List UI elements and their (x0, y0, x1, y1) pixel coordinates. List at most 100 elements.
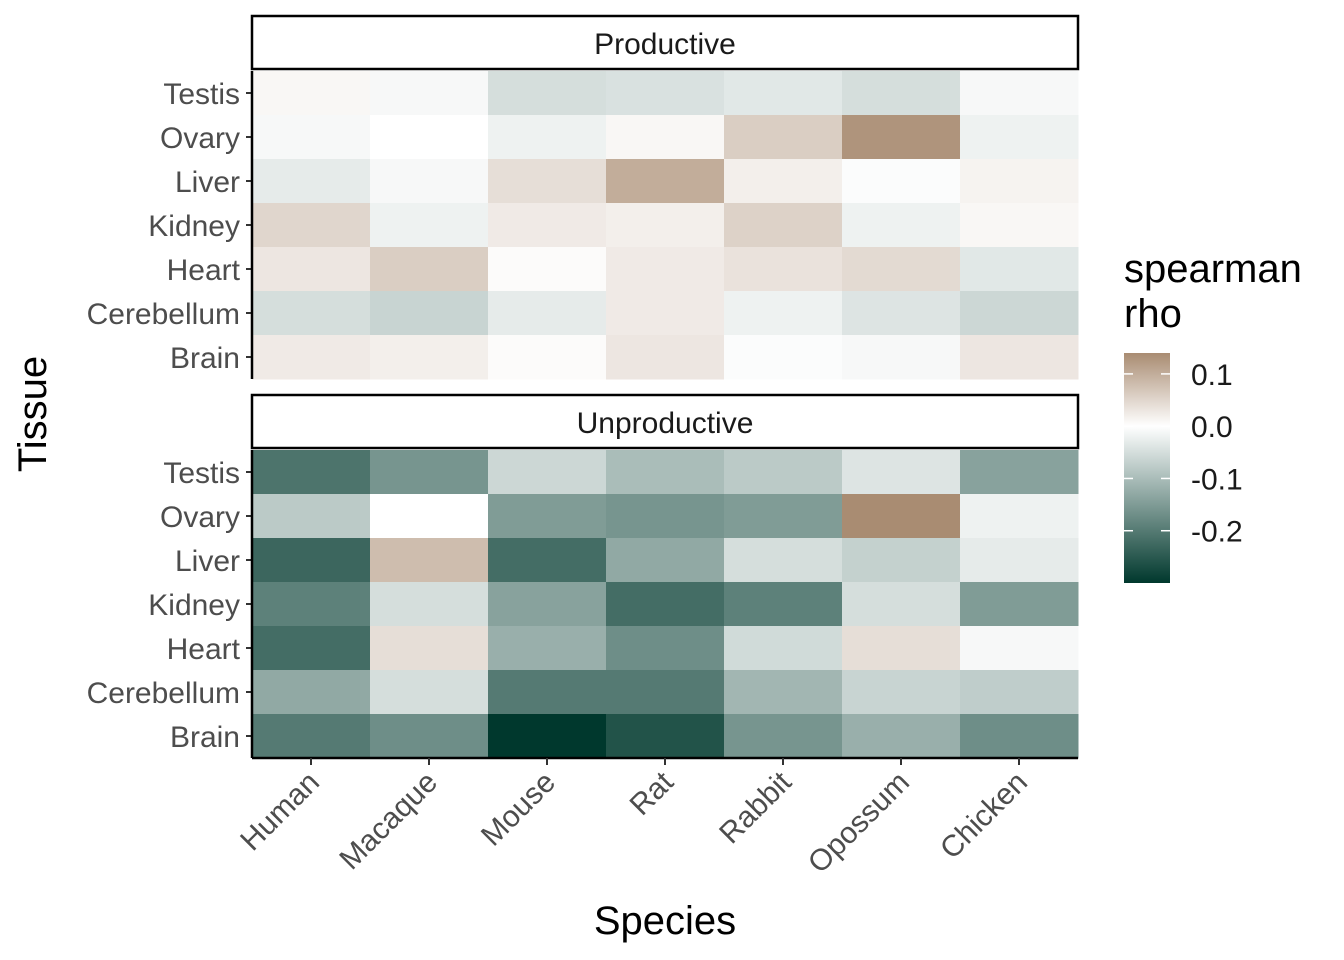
legend-colorbar (1124, 353, 1170, 583)
heatmap-cell (370, 538, 489, 583)
heatmap-cell (960, 670, 1079, 715)
heatmap-cell (724, 582, 843, 627)
heatmap-cells-productive (252, 71, 1079, 380)
heatmap-cell (960, 159, 1079, 204)
x-tick-label: Rat (624, 765, 681, 822)
y-tick-label: Testis (163, 78, 240, 111)
heatmap-cell (370, 159, 489, 204)
heatmap-cell (252, 494, 371, 539)
heatmap-cell (488, 670, 607, 715)
x-tick-label: Human (234, 766, 326, 858)
heatmap-cell (724, 714, 843, 759)
heatmap-cell (370, 626, 489, 671)
heatmap-cell (606, 582, 725, 627)
y-tick-label: Cerebellum (87, 677, 240, 710)
heatmap-cell (724, 626, 843, 671)
heatmap-cell (842, 203, 961, 248)
heatmap-cell (606, 714, 725, 759)
y-tick-label: Brain (170, 721, 240, 754)
heatmap-cell (488, 159, 607, 204)
y-tick-label: Liver (175, 166, 240, 199)
y-tick-label: Heart (167, 633, 241, 666)
heatmap-cell (724, 291, 843, 336)
heatmap-cell (606, 538, 725, 583)
heatmap-cell (842, 71, 961, 116)
legend-tick-label: -0.2 (1191, 516, 1243, 549)
heatmap-cell (724, 247, 843, 292)
y-tick-label: Brain (170, 342, 240, 375)
heatmap-cell (842, 159, 961, 204)
legend-title-line-1: spearman (1124, 247, 1302, 291)
heatmap-cell (488, 71, 607, 116)
y-axis-productive: Testis Ovary Liver Kidney Heart Cerebellum Bra… (87, 71, 254, 379)
heatmap-cell (370, 247, 489, 292)
x-axis-title: Species (594, 899, 736, 943)
y-tick-label: Kidney (148, 589, 240, 622)
heatmap-cell (606, 71, 725, 116)
heatmap-cell (252, 582, 371, 627)
y-tick-label: Kidney (148, 210, 240, 243)
heatmap-cell (370, 71, 489, 116)
heatmap-cell (488, 538, 607, 583)
heatmap-cell (606, 670, 725, 715)
heatmap-cell (842, 714, 961, 759)
heatmap-cells-unproductive (252, 450, 1079, 759)
heatmap-cell (488, 335, 607, 380)
x-tick-label: Mouse (475, 766, 562, 853)
heatmap-cell (370, 494, 489, 539)
heatmap-cell (370, 203, 489, 248)
legend-ticks: 0.1 0.0 -0.1 -0.2 (1124, 359, 1243, 549)
heatmap-cell (252, 670, 371, 715)
heatmap-cell (488, 450, 607, 495)
heatmap-cell (724, 494, 843, 539)
heatmap-cell (252, 626, 371, 671)
y-axis-unproductive: Testis Ovary Liver Kidney Heart Cerebellum Bra… (87, 450, 254, 758)
y-axis-title: Tissue (11, 356, 55, 472)
heatmap-cell (960, 247, 1079, 292)
heatmap-cell (370, 714, 489, 759)
heatmap-cell (252, 291, 371, 336)
heatmap-cell (724, 159, 843, 204)
x-tick-label: Rabbit (713, 765, 798, 850)
heatmap-cell (960, 450, 1079, 495)
heatmap-cell (842, 670, 961, 715)
heatmap-cell (724, 450, 843, 495)
heatmap-cell (488, 291, 607, 336)
heatmap-cell (960, 538, 1079, 583)
heatmap-cell (842, 291, 961, 336)
heatmap-cell (960, 115, 1079, 160)
heatmap-cell (606, 203, 725, 248)
heatmap-cell (960, 335, 1079, 380)
heatmap-cell (606, 450, 725, 495)
heatmap-cell (252, 247, 371, 292)
heatmap-cell (488, 714, 607, 759)
y-tick-label: Ovary (160, 501, 240, 534)
heatmap-cell (370, 115, 489, 160)
heatmap-cell (252, 159, 371, 204)
heatmap-cell (960, 582, 1079, 627)
heatmap-cell (842, 247, 961, 292)
heatmap-cell (960, 714, 1079, 759)
heatmap-cell (252, 714, 371, 759)
x-tick-label: Opossum (802, 766, 916, 880)
y-tick-label: Heart (167, 254, 241, 287)
heatmap-cell (960, 626, 1079, 671)
legend-title-line-2: rho (1124, 292, 1182, 336)
heatmap-cell (252, 450, 371, 495)
heatmap-cell (252, 71, 371, 116)
heatmap-cell (370, 670, 489, 715)
x-tick-label: Chicken (934, 766, 1034, 866)
heatmap-cell (724, 115, 843, 160)
heatmap-cell (724, 203, 843, 248)
legend: spearman rho 0.1 0.0 -0.1 -0.2 (1124, 247, 1302, 583)
heatmap-cell (370, 291, 489, 336)
heatmap-cell (370, 450, 489, 495)
strip-box-productive (250, 14, 1080, 71)
heatmap-cell (724, 538, 843, 583)
heatmap-cell (606, 335, 725, 380)
heatmap-cell (252, 538, 371, 583)
heatmap-cell (960, 494, 1079, 539)
strip-box-unproductive (250, 393, 1080, 450)
heatmap-cell (252, 335, 371, 380)
